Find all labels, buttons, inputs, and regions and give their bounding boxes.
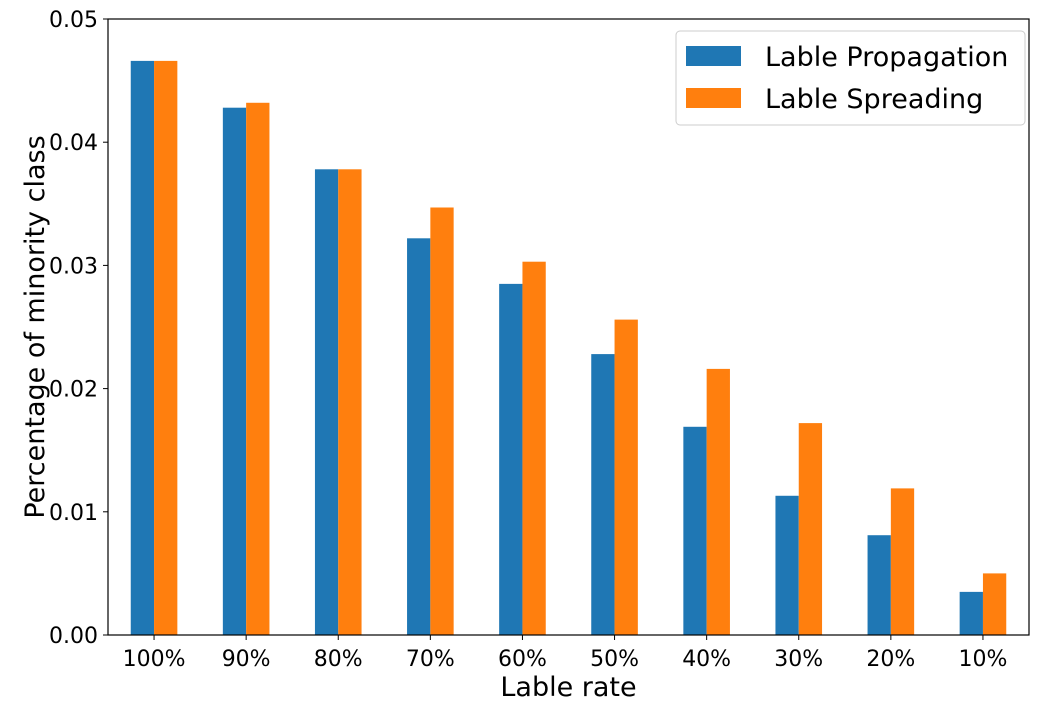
- x-tick-label: 100%: [123, 647, 186, 672]
- bar-lable-spreading-70pct: [430, 207, 454, 635]
- bar-lable-spreading-100pct: [154, 60, 178, 635]
- bar-lable-spreading-80pct: [338, 169, 362, 636]
- bar-lable-spreading-40pct: [706, 368, 730, 635]
- bar-lable-propagation-20pct: [867, 535, 891, 635]
- bars-layer: [130, 60, 1007, 636]
- x-tick-label: 30%: [774, 647, 823, 672]
- x-tick-label: 10%: [958, 647, 1007, 672]
- bar-lable-spreading-50pct: [614, 319, 638, 635]
- bar-lable-spreading-10pct: [982, 573, 1007, 635]
- bar-lable-propagation-100pct: [130, 60, 155, 635]
- y-tick-label: 0.02: [49, 378, 98, 403]
- x-tick-label: 20%: [866, 647, 915, 672]
- bar-lable-propagation-30pct: [775, 495, 799, 635]
- bar-lable-propagation-90pct: [222, 107, 247, 635]
- x-tick-label: 40%: [682, 647, 731, 672]
- x-tick-label: 70%: [406, 647, 455, 672]
- y-axis-title: Percentage of minority class: [20, 135, 51, 518]
- legend-box: [675, 30, 1026, 126]
- x-tick-label: 60%: [498, 647, 547, 672]
- x-axis: 100% 90% 80% 70% 60% 50% 40% 30% 20% 10%: [123, 635, 1007, 672]
- y-axis: 0.00 0.01 0.02 0.03 0.04 0.05: [49, 8, 108, 649]
- bar-lable-spreading-60pct: [522, 261, 546, 635]
- x-tick-label: 50%: [590, 647, 639, 672]
- y-tick-label: 0.00: [49, 624, 98, 649]
- x-axis-title: Lable rate: [500, 672, 636, 703]
- y-tick-label: 0.04: [49, 131, 98, 156]
- bar-lable-spreading-20pct: [890, 488, 915, 635]
- legend: Lable Propagation Lable Spreading: [675, 30, 1026, 126]
- y-tick-label: 0.03: [49, 254, 98, 279]
- x-tick-label: 80%: [314, 647, 363, 672]
- bar-lable-propagation-80pct: [314, 169, 339, 636]
- bar-lable-propagation-60pct: [499, 283, 523, 635]
- legend-label-lable-propagation: Lable Propagation: [765, 42, 1008, 73]
- plot-frame: [107, 18, 1030, 636]
- legend-swatch-lable-spreading: [686, 88, 741, 108]
- y-tick-label: 0.01: [49, 501, 98, 526]
- legend-swatch-lable-propagation: [686, 46, 741, 66]
- bar-lable-propagation-40pct: [683, 426, 707, 635]
- bar-lable-spreading-90pct: [246, 102, 270, 635]
- bar-lable-spreading-30pct: [798, 423, 823, 635]
- bar-lable-propagation-70pct: [407, 238, 431, 636]
- bar-lable-propagation-50pct: [591, 354, 615, 635]
- legend-label-lable-spreading: Lable Spreading: [765, 84, 983, 115]
- bar-lable-propagation-10pct: [959, 591, 983, 635]
- y-tick-label: 0.05: [49, 8, 98, 33]
- x-tick-label: 90%: [222, 647, 271, 672]
